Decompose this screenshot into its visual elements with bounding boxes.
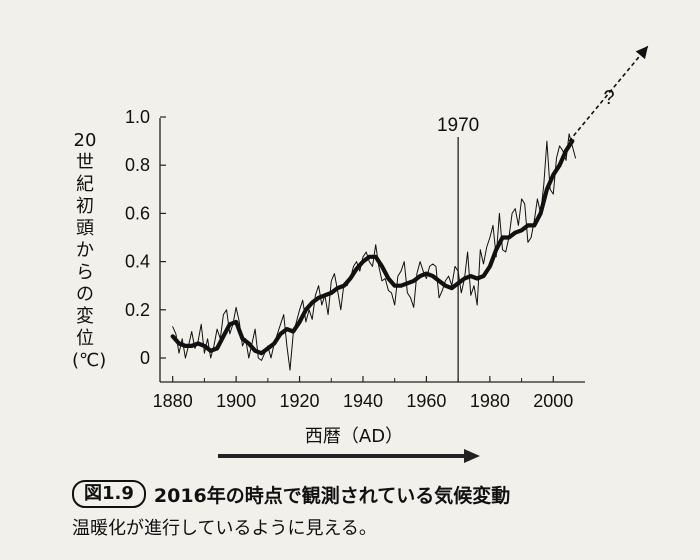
y-axis-label: 20 世紀初頭からの変位 (℃) <box>72 130 107 372</box>
chart-labels: 0 0.2 0.4 0.6 0.8 1.0 1880 1900 1920 1940 1960 1980… <box>125 87 615 447</box>
x-tick-label: 1960 <box>406 391 446 411</box>
caption-title: 2016年の時点で観測されている気候変動 <box>153 484 511 507</box>
projection-label: ? <box>603 87 614 109</box>
y-tick-label: 0.6 <box>125 203 150 223</box>
y-axis-label-char: 初 <box>76 196 94 217</box>
x-tick-label: 1920 <box>280 391 320 411</box>
chart-axes <box>159 116 585 383</box>
y-axis-label-char: 20 <box>73 130 97 151</box>
series-line-smoothed <box>170 139 575 356</box>
y-tick-label: 0.4 <box>125 252 150 272</box>
figure-number-badge: 図1.9 <box>72 480 146 508</box>
y-tick-label: 0.2 <box>125 300 150 320</box>
x-tick-label: 2000 <box>533 391 573 411</box>
reference-line-label: 1970 <box>437 115 479 136</box>
y-axis-label-char: (℃) <box>72 350 107 371</box>
x-tick-label: 1880 <box>153 391 193 411</box>
time-arrow-head <box>464 449 480 463</box>
chart-series <box>170 45 649 463</box>
caption-subtitle: 温暖化が進行しているように見える。 <box>72 518 377 539</box>
projection-arrowhead <box>635 46 648 60</box>
y-axis-label-char: 位 <box>76 328 94 349</box>
x-tick-label: 1980 <box>470 391 510 411</box>
y-axis-label-char: ら <box>76 262 94 283</box>
y-tick-label: 1.0 <box>125 107 150 127</box>
y-axis-label-char: 紀 <box>76 174 94 195</box>
x-tick-label: 1940 <box>343 391 383 411</box>
y-axis-label-char: 世 <box>76 152 94 173</box>
y-tick-label: 0 <box>140 348 150 368</box>
x-tick-label: 1900 <box>216 391 256 411</box>
y-tick-label: 0.8 <box>125 155 150 175</box>
figure-caption: 図1.9 2016年の時点で観測されている気候変動 温暖化が進行しているように見… <box>72 480 692 540</box>
y-axis-label-char: 変 <box>76 306 94 327</box>
y-axis-label-char: か <box>76 240 94 261</box>
y-axis-label-char: 頭 <box>76 218 94 239</box>
x-axis-label: 西暦（AD） <box>305 426 403 447</box>
series-line-annual <box>172 133 576 371</box>
y-axis-label-char: の <box>76 284 94 305</box>
